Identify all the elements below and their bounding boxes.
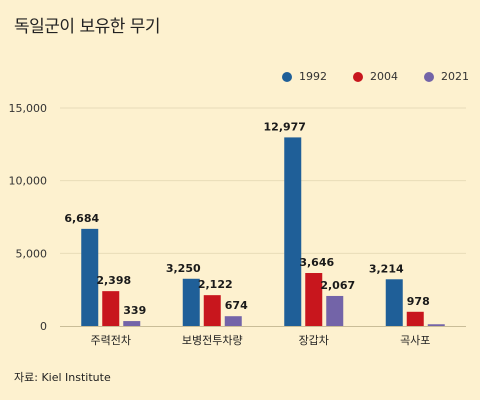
bar-1992 — [81, 228, 99, 326]
source-note: 자료: Kiel Institute — [14, 371, 111, 384]
bar-1992 — [182, 278, 200, 326]
chart-title: 독일군이 보유한 무기 — [14, 17, 161, 37]
y-tick-label: 0 — [40, 320, 47, 333]
legend-item-2021: 2021 — [424, 70, 469, 83]
data-label: 6,684 — [64, 212, 99, 225]
legend-swatch-2004 — [353, 71, 363, 82]
data-label: 3,646 — [299, 256, 334, 269]
x-tick-label: 주력전차 — [91, 334, 131, 347]
data-label: 3,214 — [369, 262, 404, 275]
bar-2021 — [326, 295, 344, 326]
bar-2004 — [102, 291, 120, 326]
data-label: 674 — [225, 299, 248, 312]
y-tick-label: 5,000 — [16, 247, 48, 260]
bar-2004 — [203, 295, 221, 326]
data-label: 2,067 — [320, 279, 355, 292]
y-tick-label: 15,000 — [9, 102, 48, 115]
legend-item-2004: 2004 — [353, 70, 398, 83]
x-tick-label: 보병전투차량 — [182, 334, 243, 347]
legend-label-1992: 1992 — [299, 70, 327, 83]
legend: 1992 2004 2021 — [282, 70, 469, 83]
data-label: 978 — [407, 295, 430, 308]
data-label: 12,977 — [264, 120, 306, 133]
data-label: 339 — [123, 304, 146, 317]
x-tick-label: 곡사포 — [400, 334, 430, 347]
bar-1992 — [385, 279, 403, 326]
bar-2004 — [406, 311, 424, 326]
legend-swatch-2021 — [424, 71, 434, 82]
bar-2004 — [305, 273, 323, 326]
data-label: 2,122 — [198, 278, 233, 291]
legend-label-2021: 2021 — [441, 70, 469, 83]
bar-2021 — [224, 316, 242, 326]
bar-2021 — [123, 321, 141, 326]
data-label: 3,250 — [166, 262, 201, 275]
x-tick-label: 장갑차 — [299, 334, 329, 347]
bar-2021 — [427, 324, 445, 326]
legend-swatch-1992 — [282, 71, 292, 82]
legend-item-1992: 1992 — [282, 70, 327, 83]
y-tick-label: 10,000 — [9, 175, 48, 188]
bar-1992 — [284, 137, 302, 326]
data-label: 2,398 — [96, 274, 131, 287]
legend-label-2004: 2004 — [370, 70, 398, 83]
